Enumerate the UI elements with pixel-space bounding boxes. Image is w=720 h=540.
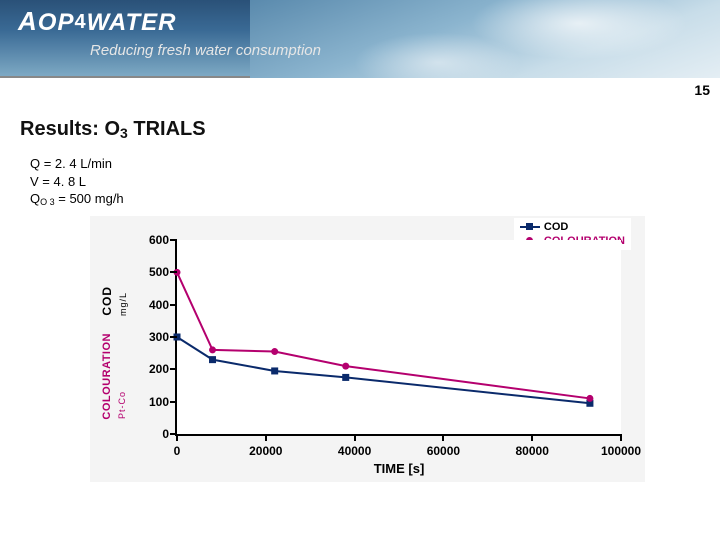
y-tick xyxy=(170,368,177,370)
series-line-colouration xyxy=(177,272,590,398)
x-tick-label: 40000 xyxy=(338,444,371,458)
x-tick xyxy=(354,434,356,441)
y-tick-label: 500 xyxy=(129,265,169,279)
section-title: Results: O3 TRIALS xyxy=(20,118,700,141)
series-marker-colouration xyxy=(342,363,349,370)
series-marker-colouration xyxy=(586,395,593,402)
title-sub: 3 xyxy=(120,125,128,141)
y-tick xyxy=(170,239,177,241)
series-svg xyxy=(177,240,621,434)
x-tick-label: 100000 xyxy=(601,444,641,458)
y-tick-label: 400 xyxy=(129,298,169,312)
legend-item-cod: COD xyxy=(520,220,625,234)
param-qo3: QO 3 = 500 mg/h xyxy=(30,190,700,208)
series-marker-colouration xyxy=(271,348,278,355)
title-pre: Results: O xyxy=(20,118,120,140)
banner: AOP4WATER Reducing fresh water consumpti… xyxy=(0,0,720,78)
brand-tagline: Reducing fresh water consumption xyxy=(90,42,321,59)
y-tick-label: 100 xyxy=(129,395,169,409)
legend-label-cod: COD xyxy=(544,221,568,233)
x-tick-label: 60000 xyxy=(427,444,460,458)
x-tick-label: 0 xyxy=(174,444,181,458)
x-tick-label: 80000 xyxy=(516,444,549,458)
y-tick xyxy=(170,304,177,306)
param-q: Q = 2. 4 L/min xyxy=(30,155,700,173)
y-tick xyxy=(170,271,177,273)
x-tick xyxy=(620,434,622,441)
banner-wave-art xyxy=(250,0,720,78)
y-tick-label: 0 xyxy=(129,427,169,441)
y-title-cod: COD xyxy=(100,286,114,316)
content-area: Results: O3 TRIALS Q = 2. 4 L/min V = 4.… xyxy=(20,118,700,208)
x-tick xyxy=(442,434,444,441)
y-tick xyxy=(170,401,177,403)
series-marker-cod xyxy=(209,356,216,363)
x-tick xyxy=(531,434,533,441)
series-marker-colouration xyxy=(209,346,216,353)
y-title-colouration: COLOURATION xyxy=(101,333,113,420)
y-tick xyxy=(170,336,177,338)
y-tick-label: 200 xyxy=(129,362,169,376)
brand-rest: OP xyxy=(38,9,75,36)
x-axis-title: TIME [s] xyxy=(374,461,425,476)
y-tick-label: 300 xyxy=(129,330,169,344)
brand-lead: A xyxy=(18,6,38,36)
y-title-cod-unit: mg/L xyxy=(118,292,128,316)
page-number: 15 xyxy=(694,82,710,98)
brand-tail: WATER xyxy=(87,9,177,36)
param-v: V = 4. 8 L xyxy=(30,173,700,191)
y-tick-label: 600 xyxy=(129,233,169,247)
x-tick-label: 20000 xyxy=(249,444,282,458)
brand-logo: AOP4WATER xyxy=(18,6,176,37)
parameters-block: Q = 2. 4 L/min V = 4. 8 L QO 3 = 500 mg/… xyxy=(30,155,700,208)
chart-container: COD COLOURATION COD mg/L COLOURATION Pt-… xyxy=(90,216,645,482)
title-post: TRIALS xyxy=(128,118,206,140)
brand-four: 4 xyxy=(74,11,86,33)
x-tick xyxy=(265,434,267,441)
plot-area: 0100200300400500600020000400006000080000… xyxy=(175,240,621,436)
series-marker-cod xyxy=(271,367,278,374)
y-title-colouration-unit: Pt-Co xyxy=(117,391,127,419)
y-axis-titles: COD mg/L COLOURATION Pt-Co xyxy=(94,286,134,424)
series-marker-cod xyxy=(342,374,349,381)
x-tick xyxy=(176,434,178,441)
